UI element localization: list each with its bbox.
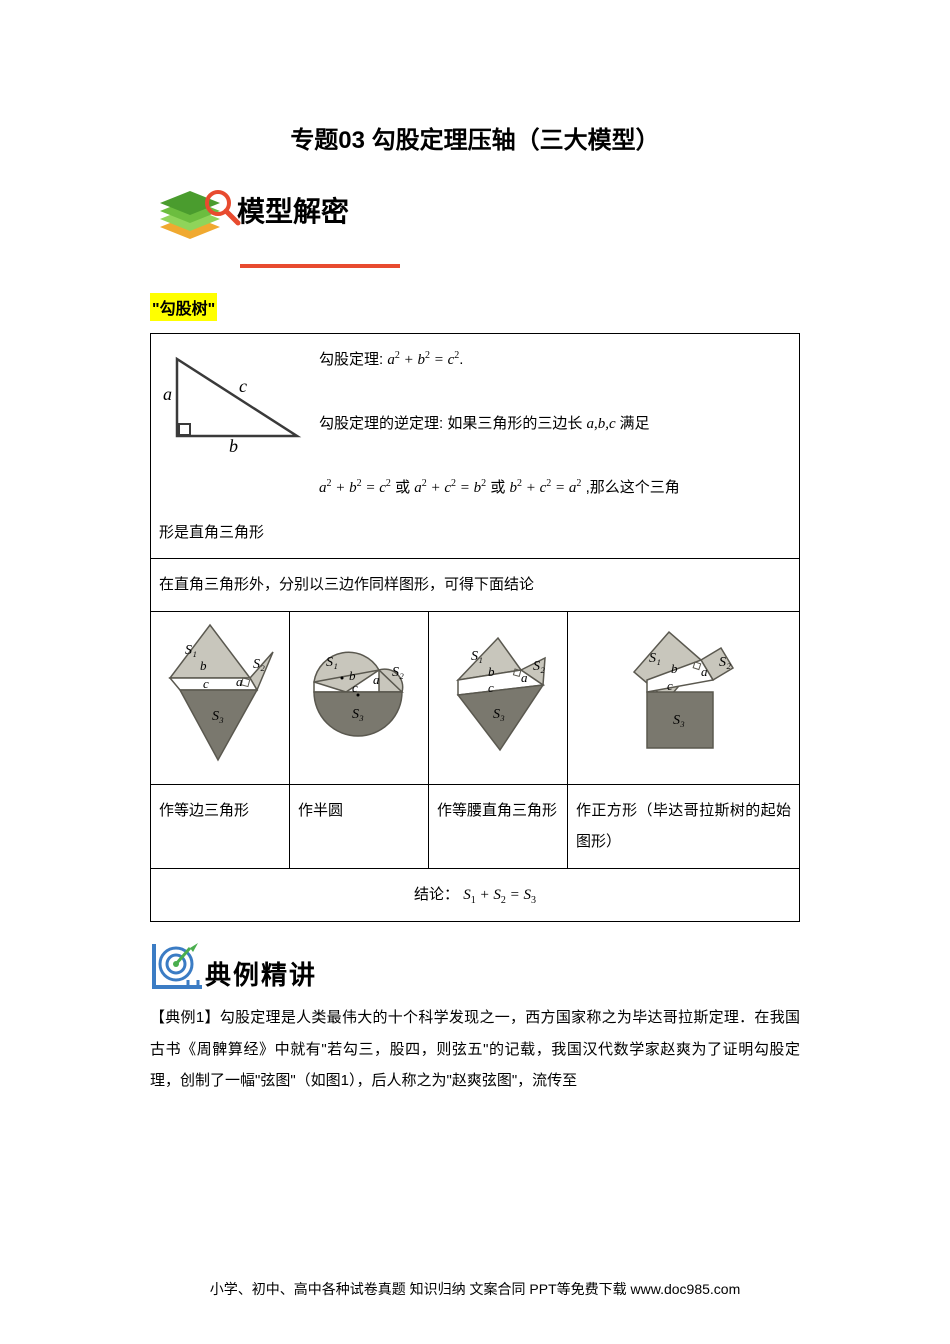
svg-text:b: b: [488, 664, 495, 679]
svg-text:S₂: S₂: [392, 665, 404, 680]
svg-text:c: c: [203, 676, 209, 691]
inverse-label: 勾股定理的逆定理: 如果三角形的三边长: [319, 415, 582, 432]
target-icon: [150, 940, 205, 992]
svg-text:S₁: S₁: [326, 655, 338, 670]
label-c: c: [239, 376, 247, 396]
or2: 或: [490, 479, 509, 496]
model-header: 模型解密: [150, 175, 800, 245]
svg-text:S₃: S₃: [212, 709, 224, 724]
label-square: 作正方形（毕达哥拉斯树的起始图形）: [568, 784, 800, 868]
formula-tail: ,那么这个三角: [586, 479, 680, 496]
label-a: a: [163, 384, 172, 404]
page-title: 专题03 勾股定理压轴（三大模型）: [150, 120, 800, 155]
svg-text:c: c: [488, 680, 494, 695]
svg-text:a: a: [236, 674, 243, 689]
label-equilateral: 作等边三角形: [151, 784, 290, 868]
svg-text:b: b: [671, 661, 678, 676]
label-b: b: [229, 436, 238, 454]
formula-line2: 形是直角三角形: [159, 505, 791, 549]
svg-text:S₁: S₁: [471, 649, 483, 664]
fig-semicircle: S₁ b S₂ a c S₃: [290, 611, 429, 784]
example-header: 典例精讲: [150, 940, 800, 992]
right-triangle-diagram: a b c: [159, 344, 309, 454]
example-body1: 【典例1】勾股定理是人类最伟大的十个科学发现之一，西方国家称之为毕达哥拉斯定理．…: [150, 1002, 800, 1097]
svg-text:S₁: S₁: [185, 643, 197, 658]
fig-square: S₁ b S₂ a c S₃: [568, 611, 800, 784]
main-table: a b c 勾股定理: a2 + b2 = c2. 勾股定理的逆定理: 如果三角…: [150, 333, 800, 922]
fig-isoceles: S₁ b S₂ a c S₃: [429, 611, 568, 784]
theorem-formula: a2 + b2 = c2: [387, 352, 459, 368]
conclusion-formula: S1 + S2 = S3: [463, 887, 536, 903]
svg-text:a: a: [521, 670, 528, 685]
theorem-label: 勾股定理:: [319, 351, 383, 368]
satisfy-text: 满足: [619, 415, 649, 432]
formula-opt3: b2 + c2 = a2: [510, 480, 582, 496]
stack-icon: [150, 175, 245, 245]
example-header-text: 典例精讲: [205, 955, 317, 992]
svg-text:S₁: S₁: [649, 651, 661, 666]
or1: 或: [395, 479, 414, 496]
fig-equilateral: S₁ b S₂ a c S₃: [151, 611, 290, 784]
svg-text:S₃: S₃: [352, 707, 364, 722]
svg-text:S₂: S₂: [719, 655, 731, 670]
svg-text:a: a: [701, 664, 708, 679]
header-row-text: 在直角三角形外，分别以三边作同样图形，可得下面结论: [151, 559, 800, 612]
svg-text:S₃: S₃: [493, 707, 505, 722]
svg-text:c: c: [667, 678, 673, 693]
svg-text:b: b: [200, 658, 207, 673]
abc-vars: a,b,c: [587, 416, 620, 432]
formula-opt2: a2 + c2 = b2: [414, 480, 486, 496]
label-isoceles: 作等腰直角三角形: [429, 784, 568, 868]
svg-text:c: c: [352, 680, 358, 695]
page-footer: 小学、初中、高中各种试卷真题 知识归纳 文案合同 PPT等免费下载 www.do…: [150, 1279, 800, 1299]
svg-text:a: a: [373, 672, 380, 687]
svg-text:S₂: S₂: [253, 657, 265, 672]
svg-text:S₂: S₂: [533, 659, 545, 674]
svg-text:S₃: S₃: [673, 713, 685, 728]
conclusion-label: 结论：: [414, 886, 459, 903]
subhead-gougu: "勾股树": [150, 293, 217, 321]
theorem-cell: a b c 勾股定理: a2 + b2 = c2. 勾股定理的逆定理: 如果三角…: [151, 334, 800, 559]
label-semicircle: 作半圆: [290, 784, 429, 868]
formula-options: a2 + b2 = c2: [319, 480, 391, 496]
model-header-text: 模型解密: [237, 190, 349, 230]
model-underline: [240, 264, 400, 268]
conclusion-cell: 结论： S1 + S2 = S3: [151, 868, 800, 922]
